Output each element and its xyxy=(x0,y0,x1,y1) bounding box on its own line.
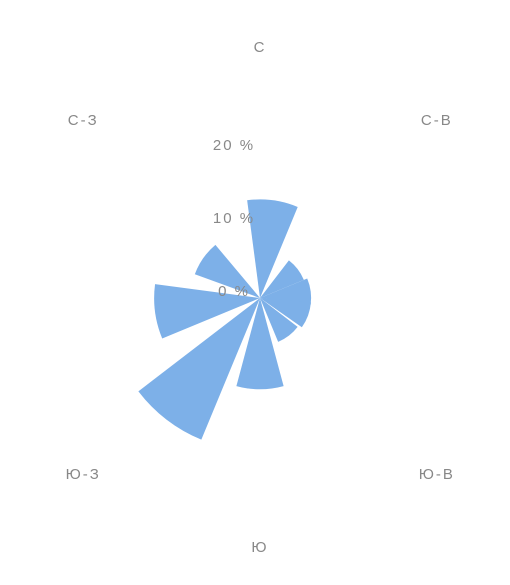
sector-ЗСЗ xyxy=(194,244,260,298)
sector-ВСВ xyxy=(260,278,312,305)
sector-С xyxy=(247,199,298,298)
direction-label: С xyxy=(254,39,267,56)
sector-ЮЮВ xyxy=(260,298,298,342)
sector-ВЮВ xyxy=(260,298,311,328)
labels-group: 0 % 10 % 20 % С С-В Ю-В Ю Ю-З С-З xyxy=(66,39,455,556)
sector-Ю xyxy=(236,298,284,390)
sector-ССВ xyxy=(260,260,304,298)
radial-tick-label: 20 % xyxy=(213,137,255,154)
radial-tick-label: 10 % xyxy=(213,210,255,227)
direction-label: Ю-В xyxy=(419,466,455,483)
direction-label: С-В xyxy=(421,112,453,129)
radial-tick-label: 0 % xyxy=(218,283,250,300)
sector-ЗЮЗ xyxy=(154,284,260,339)
direction-label: Ю xyxy=(251,539,268,556)
direction-label: С-З xyxy=(68,112,99,129)
direction-label: Ю-З xyxy=(66,466,101,483)
sector-ЮЗ xyxy=(138,298,260,440)
sectors-group xyxy=(138,199,312,440)
